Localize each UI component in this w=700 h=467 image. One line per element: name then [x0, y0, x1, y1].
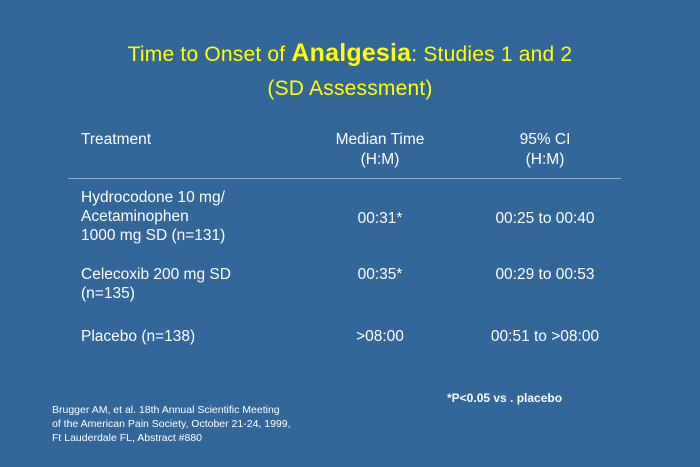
significance-footnote: *P<0.05 vs . placebo — [447, 391, 563, 405]
row-2-treatment-line1: Celecoxib 200 mg SD — [81, 266, 231, 283]
row-1-treatment-line2: Acetaminophen — [81, 208, 189, 225]
table-row-1-ci: 00:25 to 00:40 — [495, 210, 595, 227]
citation-line3: Ft Lauderdale FL, Abstract #880 — [52, 432, 203, 444]
slide-subtitle: (SD Assessment) — [267, 77, 433, 100]
row-2-treatment-line2: (n=135) — [81, 285, 135, 302]
table-row-2-median: 00:35* — [357, 266, 403, 283]
row-3-treatment-line1: Placebo (n=138) — [81, 328, 196, 345]
table-row-3-ci: 00:51 to >08:00 — [490, 328, 600, 345]
header-divider — [68, 178, 621, 179]
row-1-treatment-line1: Hydrocodone 10 mg/ — [81, 189, 225, 206]
header-ci-line1: 95% CI — [519, 131, 571, 148]
row-1-treatment-line3: 1000 mg SD (n=131) — [81, 227, 226, 244]
table-row-1-median: 00:31* — [357, 210, 403, 227]
table-row-2-treatment: Celecoxib 200 mg SD (n=135) — [81, 265, 311, 303]
citation-line2: of the American Pain Society, October 21… — [52, 418, 291, 430]
header-median-line1: Median Time — [335, 131, 425, 148]
table-row-3-treatment: Placebo (n=138) — [81, 327, 311, 346]
citation: Brugger AM, et al. 18th Annual Scientifi… — [52, 403, 352, 445]
citation-line1: Brugger AM, et al. 18th Annual Scientifi… — [52, 404, 280, 416]
table-row-2-ci: 00:29 to 00:53 — [495, 266, 595, 283]
title-emphasis: Analgesia — [291, 39, 412, 67]
table-row-1-treatment: Hydrocodone 10 mg/ Acetaminophen 1000 mg… — [81, 188, 311, 245]
header-ci-line2: (H:M) — [525, 151, 565, 168]
header-median-line2: (H:M) — [360, 151, 400, 168]
slide-title: Time to Onset of Analgesia: Studies 1 an… — [0, 39, 700, 68]
table-row-3-median: >08:00 — [356, 328, 404, 345]
header-treatment: Treatment — [81, 131, 152, 148]
header-ci: 95% CI (H:M) — [450, 130, 640, 169]
title-part-1: Time to Onset of — [127, 43, 292, 66]
header-median-time: Median Time (H:M) — [300, 130, 460, 169]
title-part-2: : Studies 1 and 2 — [411, 43, 573, 66]
